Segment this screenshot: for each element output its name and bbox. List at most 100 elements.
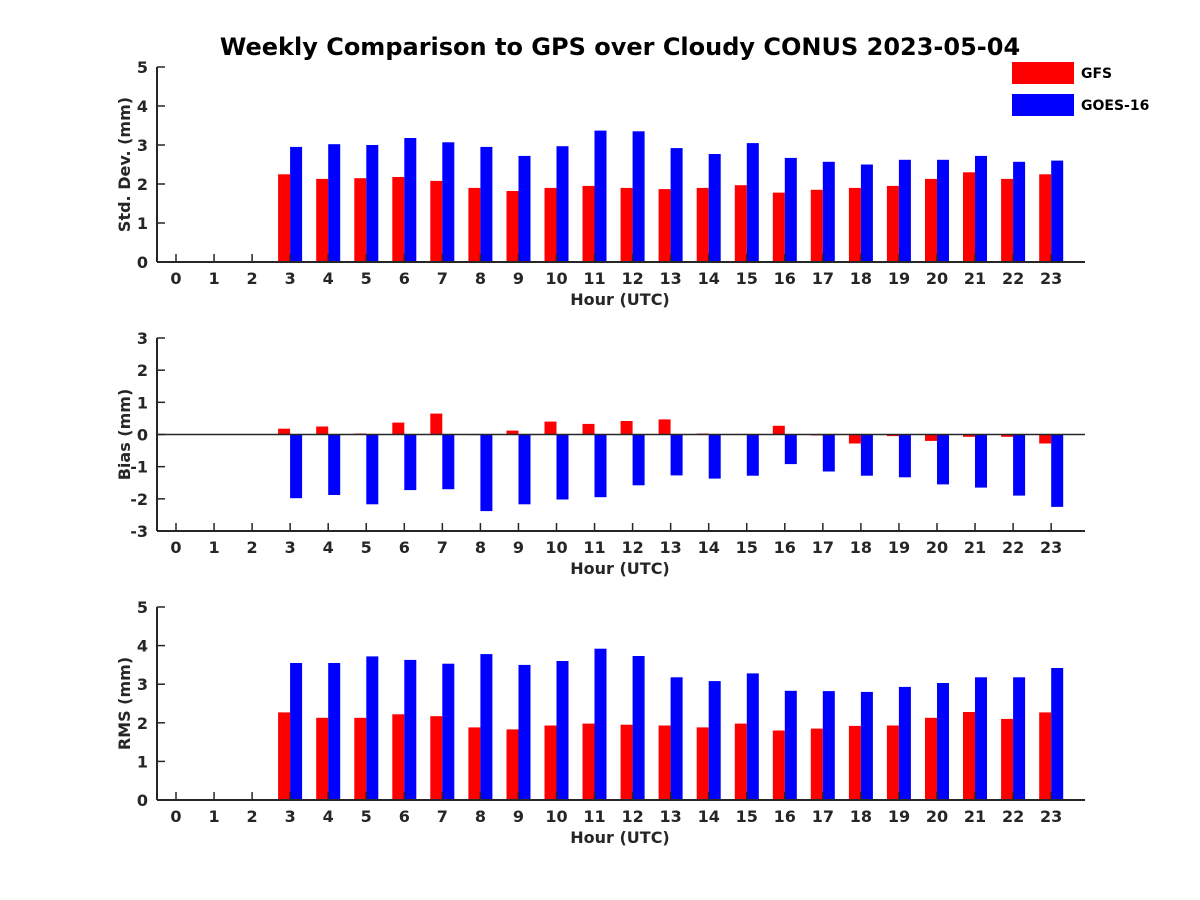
- bar-goes-16-hour-6: [404, 434, 417, 491]
- bar-goes-16-hour-3: [290, 146, 303, 262]
- bar-gfs-hour-5: [354, 717, 367, 800]
- x-axis-label: Hour (UTC): [570, 290, 670, 309]
- bar-goes-16-hour-22: [1013, 161, 1026, 262]
- y-tick-label: 3: [137, 329, 148, 348]
- x-tick-label: 14: [698, 269, 720, 288]
- bar-goes-16-hour-14: [708, 681, 721, 800]
- bar-gfs-hour-16: [772, 192, 785, 262]
- bar-gfs-hour-23: [1039, 712, 1052, 800]
- bar-gfs-hour-18: [848, 725, 861, 800]
- bar-gfs-hour-22: [1001, 718, 1014, 800]
- bar-gfs-hour-18: [848, 434, 861, 444]
- x-tick-label: 9: [513, 538, 524, 557]
- x-tick-label: 8: [475, 538, 486, 557]
- bar-goes-16-hour-21: [975, 677, 987, 800]
- bar-gfs-hour-6: [392, 714, 405, 800]
- y-axis-label: Std. Dev. (mm): [115, 97, 134, 232]
- y-tick-label: 2: [137, 361, 148, 380]
- bar-goes-16-hour-8: [480, 654, 493, 800]
- legend-label: GOES-16: [1081, 98, 1149, 114]
- x-tick-label: 3: [285, 269, 296, 288]
- bar-goes-16-hour-21: [975, 434, 987, 488]
- bar-gfs-hour-23: [1039, 174, 1052, 263]
- bar-gfs-hour-11: [582, 185, 595, 262]
- x-tick-label: 12: [621, 538, 643, 557]
- bar-goes-16-hour-7: [442, 434, 455, 490]
- bar-gfs-hour-10: [544, 725, 557, 800]
- y-axis-label: Bias (mm): [115, 389, 134, 481]
- bar-gfs-hour-11: [582, 723, 595, 800]
- bar-goes-16-hour-22: [1013, 677, 1026, 800]
- y-tick-label: 1: [137, 393, 148, 412]
- y-tick-label: 0: [137, 791, 148, 810]
- figure-title: Weekly Comparison to GPS over Cloudy CON…: [220, 33, 1020, 61]
- y-tick-label: 2: [137, 714, 148, 733]
- x-tick-label: 1: [208, 538, 219, 557]
- bar-gfs-hour-16: [772, 425, 785, 435]
- y-axis-label: RMS (mm): [115, 657, 134, 750]
- bar-goes-16-hour-18: [860, 164, 873, 262]
- bar-gfs-hour-19: [886, 185, 899, 262]
- x-tick-label: 12: [621, 807, 643, 826]
- x-tick-label: 10: [545, 807, 567, 826]
- bar-goes-16-hour-23: [1051, 434, 1064, 507]
- bar-gfs-hour-3: [278, 174, 291, 263]
- x-tick-label: 13: [660, 269, 682, 288]
- x-tick-label: 19: [888, 269, 910, 288]
- x-tick-label: 19: [888, 807, 910, 826]
- x-tick-label: 4: [323, 269, 334, 288]
- bar-gfs-hour-12: [620, 724, 633, 800]
- x-tick-label: 6: [399, 807, 410, 826]
- x-tick-label: 3: [285, 538, 296, 557]
- bar-goes-16-hour-7: [442, 142, 455, 262]
- x-tick-label: 15: [736, 269, 758, 288]
- bar-goes-16-hour-12: [632, 131, 645, 262]
- bar-goes-16-hour-8: [480, 434, 493, 512]
- bar-gfs-hour-15: [734, 723, 747, 800]
- bar-gfs-hour-3: [278, 428, 291, 435]
- x-tick-label: 22: [1002, 807, 1024, 826]
- bar-goes-16-hour-7: [442, 663, 455, 800]
- x-tick-label: 15: [736, 538, 758, 557]
- x-tick-label: 1: [208, 807, 219, 826]
- y-tick-label: 4: [137, 637, 148, 656]
- x-tick-label: 19: [888, 538, 910, 557]
- y-tick-label: 3: [137, 136, 148, 155]
- bar-goes-16-hour-11: [594, 434, 607, 498]
- bar-goes-16-hour-4: [328, 663, 341, 800]
- bar-gfs-hour-14: [696, 187, 709, 262]
- x-tick-label: 10: [545, 269, 567, 288]
- bar-gfs-hour-20: [925, 178, 937, 262]
- x-tick-label: 21: [964, 538, 986, 557]
- bar-goes-16-hour-3: [290, 663, 303, 800]
- x-tick-label: 11: [583, 807, 605, 826]
- bar-gfs-hour-8: [468, 727, 481, 800]
- bar-goes-16-hour-21: [975, 155, 987, 262]
- x-tick-label: 0: [170, 807, 181, 826]
- x-tick-label: 16: [774, 538, 796, 557]
- bar-goes-16-hour-14: [708, 154, 721, 262]
- x-tick-label: 20: [926, 538, 948, 557]
- x-tick-label: 0: [170, 269, 181, 288]
- x-tick-label: 16: [774, 269, 796, 288]
- y-tick-label: 1: [137, 752, 148, 771]
- bar-gfs-hour-7: [430, 716, 443, 800]
- y-tick-label: 0: [137, 253, 148, 272]
- bar-gfs-hour-6: [392, 422, 405, 435]
- bar-goes-16-hour-5: [366, 145, 379, 262]
- bar-goes-16-hour-16: [784, 434, 797, 465]
- x-tick-label: 7: [437, 807, 448, 826]
- bar-goes-16-hour-15: [746, 143, 759, 262]
- bar-goes-16-hour-10: [556, 434, 569, 500]
- x-tick-label: 6: [399, 538, 410, 557]
- bar-gfs-hour-4: [316, 178, 329, 262]
- bar-goes-16-hour-4: [328, 144, 341, 262]
- bar-goes-16-hour-10: [556, 146, 569, 262]
- bar-goes-16-hour-12: [632, 656, 645, 800]
- bar-gfs-hour-17: [810, 728, 823, 800]
- x-tick-label: 15: [736, 807, 758, 826]
- x-tick-label: 3: [285, 807, 296, 826]
- x-tick-label: 8: [475, 269, 486, 288]
- bar-gfs-hour-10: [544, 187, 557, 262]
